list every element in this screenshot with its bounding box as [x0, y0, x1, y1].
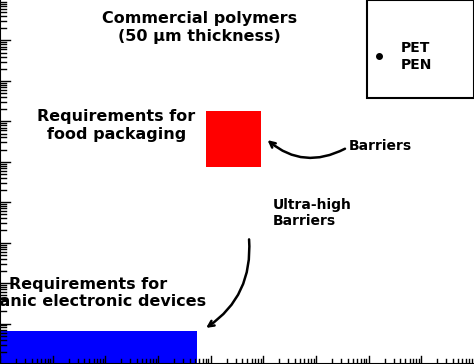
- Text: Ultra-high
Barriers: Ultra-high Barriers: [273, 198, 351, 228]
- Text: Barriers: Barriers: [348, 139, 411, 153]
- Text: Commercial polymers
(50 μm thickness): Commercial polymers (50 μm thickness): [101, 11, 297, 44]
- Bar: [0, 331, 197, 364]
- Text: PET
PEN: PET PEN: [401, 41, 432, 71]
- Bar: [367, 0, 474, 98]
- Text: Requirements for
organic electronic devices: Requirements for organic electronic devi…: [0, 277, 206, 309]
- Text: Requirements for
food packaging: Requirements for food packaging: [37, 109, 195, 142]
- Bar: [206, 111, 261, 167]
